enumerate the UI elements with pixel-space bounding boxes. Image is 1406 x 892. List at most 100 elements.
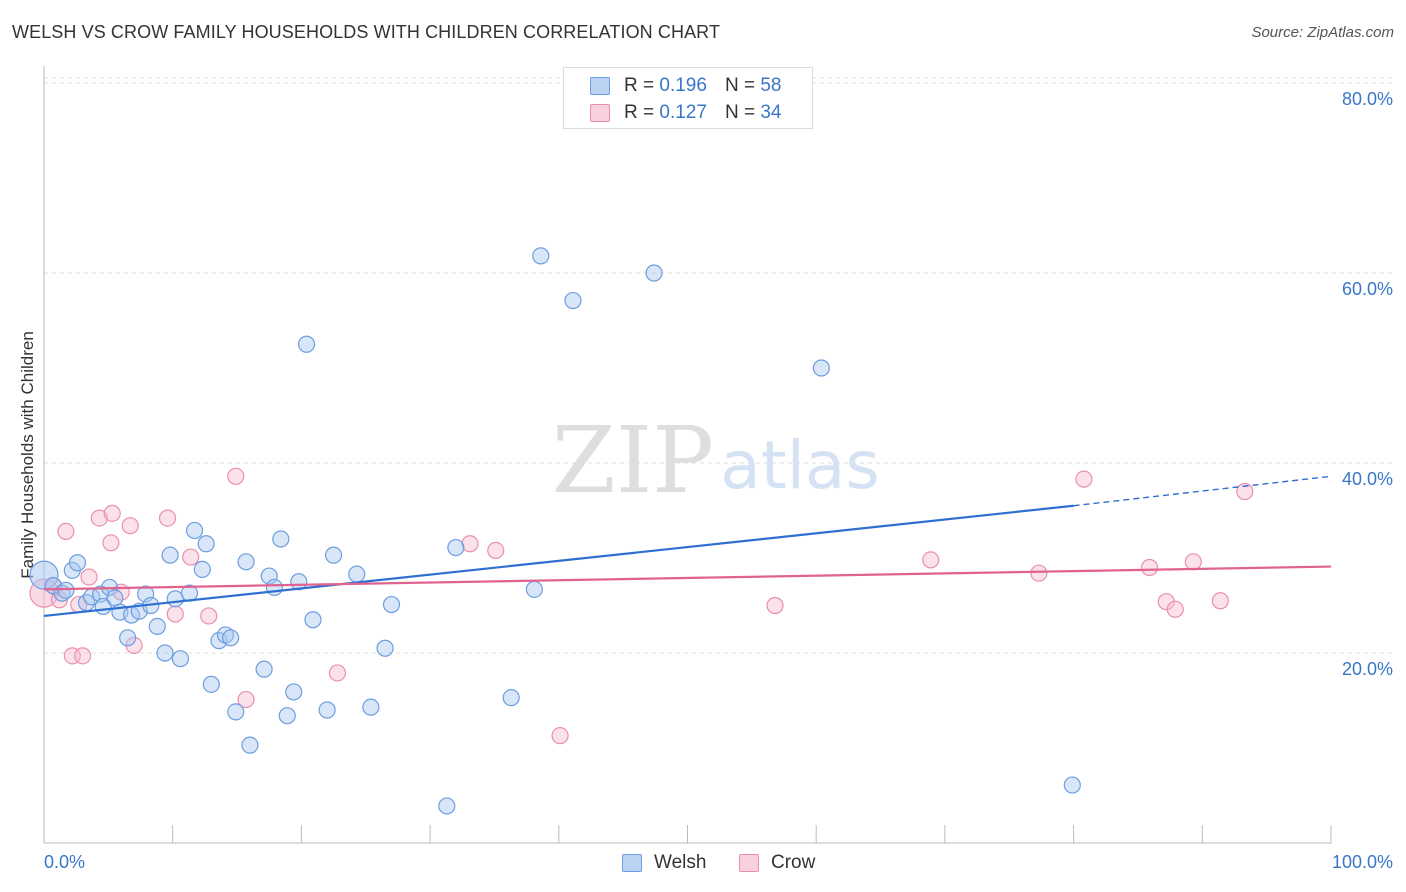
welsh-trend-extension	[1073, 475, 1332, 507]
trend-lines	[43, 475, 1332, 618]
crow-legend-swatch	[739, 854, 759, 872]
crow-point	[102, 534, 120, 552]
welsh-trend-line	[43, 504, 1074, 618]
crow-point	[158, 509, 177, 527]
welsh-point	[382, 595, 401, 614]
chart-title: WELSH VS CROW FAMILY HOUSEHOLDS WITH CHI…	[12, 22, 721, 42]
crow-point	[487, 541, 505, 560]
welsh-point	[255, 660, 273, 678]
stats-crow-row: R = 0.127 N = 34	[590, 102, 781, 124]
welsh-point	[68, 554, 87, 572]
welsh-point	[525, 580, 543, 598]
welsh-point	[156, 644, 174, 662]
welsh-point	[106, 589, 124, 607]
welsh-r-value: 0.196	[659, 75, 707, 96]
crow-point	[461, 535, 479, 553]
welsh-point	[272, 530, 290, 548]
y-tick-label: 60.0%	[1341, 279, 1393, 299]
welsh-point	[304, 611, 322, 629]
crow-point	[1211, 592, 1229, 610]
welsh-point	[376, 639, 394, 657]
welsh-point	[564, 291, 582, 310]
welsh-point	[193, 560, 211, 579]
welsh-n-value: 58	[760, 75, 782, 96]
welsh-point	[57, 581, 75, 599]
crow-point	[1075, 470, 1093, 488]
crow-point	[1140, 558, 1159, 577]
y-tick-label: 40.0%	[1341, 469, 1393, 489]
crow-point	[80, 568, 98, 586]
y-tick-label: 80.0%	[1341, 89, 1393, 109]
crow-point	[182, 548, 200, 566]
welsh-point	[185, 521, 204, 540]
welsh-point	[645, 264, 663, 282]
welsh-point	[278, 707, 296, 725]
crow-point	[103, 504, 121, 522]
crow-point	[74, 647, 92, 665]
crow-point	[328, 664, 347, 682]
welsh-point	[285, 683, 303, 701]
welsh-point	[324, 546, 343, 564]
welsh-r-label: R =	[624, 75, 655, 96]
welsh-point	[318, 701, 336, 719]
welsh-swatch	[590, 77, 610, 95]
welsh-point	[222, 629, 240, 647]
crow-point	[57, 522, 75, 541]
watermark-atlas: atlas	[720, 427, 880, 504]
axes	[43, 66, 1332, 844]
crow-point	[121, 517, 139, 535]
welsh-legend-swatch	[622, 854, 642, 872]
welsh-point	[362, 698, 380, 716]
watermark-zip: ZIP	[552, 407, 714, 514]
crow-swatch	[590, 104, 610, 122]
crow-point	[227, 467, 245, 485]
welsh-point	[502, 689, 520, 707]
x-tick-label: 0.0%	[44, 852, 86, 872]
crow-r-label: R =	[624, 102, 655, 123]
crow-point	[1236, 482, 1254, 501]
welsh-points	[29, 247, 1081, 815]
welsh-point	[532, 247, 550, 265]
crow-point	[200, 607, 218, 625]
crow-point	[90, 509, 108, 527]
crow-point	[766, 596, 784, 615]
stats-legend: R = 0.196 N = 58 R = 0.127 N = 34	[563, 67, 813, 129]
welsh-point	[227, 703, 245, 721]
watermark: ZIP atlas	[552, 407, 880, 514]
crow-point	[1184, 553, 1202, 571]
y-tick-label: 20.0%	[1341, 659, 1393, 679]
crow-r-value: 0.127	[659, 102, 707, 123]
welsh-point	[216, 626, 235, 644]
crow-point	[551, 727, 569, 745]
welsh-point	[265, 578, 283, 597]
crow-legend-label: Crow	[771, 852, 816, 873]
welsh-legend-label: Welsh	[654, 852, 707, 873]
crow-point	[1030, 564, 1048, 582]
crow-n-label: N =	[724, 102, 756, 123]
welsh-point	[202, 675, 220, 693]
welsh-point	[197, 535, 215, 553]
welsh-point	[119, 629, 137, 647]
welsh-point	[812, 359, 830, 377]
welsh-point	[171, 650, 190, 668]
stats-welsh-row: R = 0.196 N = 58	[590, 75, 781, 97]
crow-point	[1166, 600, 1184, 618]
welsh-point	[148, 617, 166, 636]
welsh-point	[348, 565, 366, 583]
source-label: Source: ZipAtlas.com	[1251, 24, 1394, 41]
welsh-point	[241, 736, 259, 754]
crow-point	[166, 605, 184, 623]
welsh-point	[237, 553, 255, 571]
crow-point	[922, 551, 940, 569]
welsh-point	[161, 546, 179, 564]
crow-point	[237, 690, 255, 709]
legend-item-welsh[interactable]: Welsh	[622, 852, 706, 874]
welsh-point	[447, 538, 465, 557]
legend-item-crow[interactable]: Crow	[739, 852, 815, 874]
welsh-point	[438, 797, 456, 815]
welsh-point	[1063, 776, 1081, 794]
crow-n-value: 34	[760, 102, 782, 123]
welsh-point	[297, 335, 316, 353]
x-tick-label: 100.0%	[1331, 852, 1393, 872]
